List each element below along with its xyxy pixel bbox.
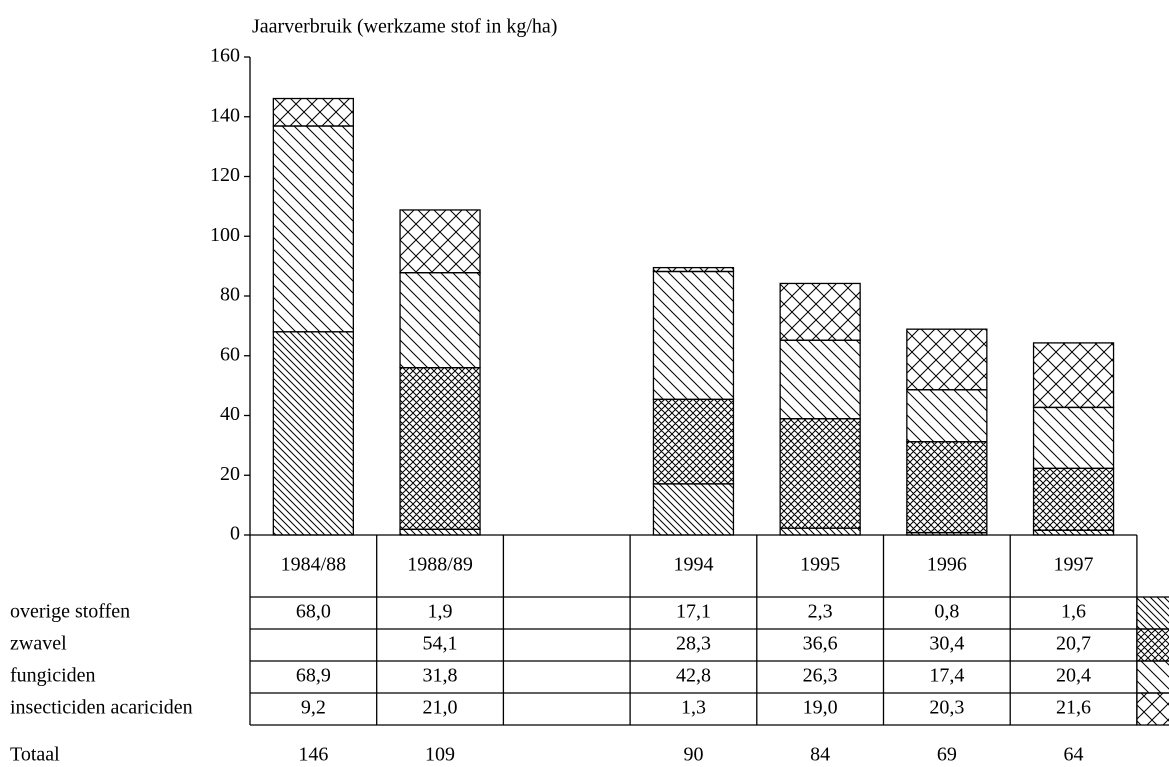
y-tick-label: 160 bbox=[210, 45, 240, 67]
bar-segment bbox=[906, 441, 988, 534]
y-tick-label: 20 bbox=[220, 463, 240, 485]
x-tick-label: 1995 bbox=[800, 554, 840, 576]
total-value: 64 bbox=[1064, 744, 1084, 766]
legend-swatch bbox=[1136, 660, 1169, 694]
x-tick-label: 1996 bbox=[927, 554, 967, 576]
table-value: 9,2 bbox=[301, 697, 326, 719]
bar-segment bbox=[1032, 529, 1115, 536]
bar-segment bbox=[399, 272, 481, 369]
table-value: 1,9 bbox=[428, 601, 453, 623]
bar-segment bbox=[779, 418, 861, 529]
total-value: 109 bbox=[425, 744, 455, 766]
bar-segment bbox=[272, 331, 355, 536]
bar-segment bbox=[906, 328, 988, 391]
table-value: 30,4 bbox=[929, 633, 964, 655]
bar-segment bbox=[779, 339, 861, 420]
bar-segment bbox=[652, 483, 735, 536]
y-tick-label: 60 bbox=[220, 343, 240, 365]
table-value: 42,8 bbox=[676, 665, 711, 687]
table-value: 54,1 bbox=[423, 633, 458, 655]
y-tick-label: 0 bbox=[230, 523, 240, 545]
bar-segment bbox=[1032, 406, 1115, 470]
totals-label: Totaal bbox=[10, 744, 60, 766]
table-value: 68,0 bbox=[296, 601, 331, 623]
x-tick-label: 1997 bbox=[1054, 554, 1094, 576]
table-value: 2,3 bbox=[808, 601, 833, 623]
table-value: 17,1 bbox=[676, 601, 711, 623]
bar-segment bbox=[1032, 467, 1115, 531]
table-value: 20,3 bbox=[929, 697, 964, 719]
bar-segment bbox=[399, 367, 481, 530]
table-value: 0,8 bbox=[934, 601, 959, 623]
table-value: 31,8 bbox=[423, 665, 458, 687]
y-tick-label: 40 bbox=[220, 403, 240, 425]
y-tick-label: 140 bbox=[210, 104, 240, 126]
legend-swatch bbox=[1136, 628, 1169, 662]
table-value: 1,3 bbox=[681, 697, 706, 719]
y-axis-label: Jaarverbruik (werkzame stof in kg/ha) bbox=[252, 16, 557, 38]
table-value: 21,0 bbox=[423, 697, 458, 719]
bar-segment bbox=[272, 125, 355, 333]
table-value: 36,6 bbox=[803, 633, 838, 655]
legend-swatch bbox=[1136, 692, 1169, 726]
x-tick-label: 1984/88 bbox=[281, 554, 347, 576]
table-value: 21,6 bbox=[1056, 697, 1091, 719]
table-value: 68,9 bbox=[296, 665, 331, 687]
total-value: 69 bbox=[937, 744, 957, 766]
bar-segment bbox=[779, 527, 861, 536]
row-label: fungiciden bbox=[10, 665, 96, 687]
total-value: 84 bbox=[810, 744, 830, 766]
table-value: 28,3 bbox=[676, 633, 711, 655]
legend-swatch bbox=[1136, 596, 1169, 630]
row-label: zwavel bbox=[10, 633, 67, 655]
bar-segment bbox=[1032, 342, 1115, 409]
table-value: 19,0 bbox=[803, 697, 838, 719]
bar-segment bbox=[399, 528, 481, 536]
table-value: 20,4 bbox=[1056, 665, 1091, 687]
table-value: 20,7 bbox=[1056, 633, 1091, 655]
row-label: insecticiden acariciden bbox=[10, 697, 193, 719]
x-tick-label: 1988/89 bbox=[407, 554, 473, 576]
x-tick-label: 1994 bbox=[673, 554, 713, 576]
bar-segment bbox=[779, 282, 861, 341]
total-value: 90 bbox=[683, 744, 703, 766]
bar-segment bbox=[399, 209, 481, 274]
table-value: 17,4 bbox=[929, 665, 964, 687]
bar-segment bbox=[652, 266, 735, 273]
bar-segment bbox=[652, 270, 735, 401]
bar-segment bbox=[272, 97, 355, 127]
total-value: 146 bbox=[298, 744, 328, 766]
table-value: 1,6 bbox=[1061, 601, 1086, 623]
y-tick-label: 120 bbox=[210, 164, 240, 186]
table-value: 26,3 bbox=[803, 665, 838, 687]
bar-segment bbox=[906, 389, 988, 443]
bar-segment bbox=[652, 398, 735, 485]
row-label: overige stoffen bbox=[10, 601, 130, 623]
y-tick-label: 100 bbox=[210, 224, 240, 246]
y-tick-label: 80 bbox=[220, 284, 240, 306]
